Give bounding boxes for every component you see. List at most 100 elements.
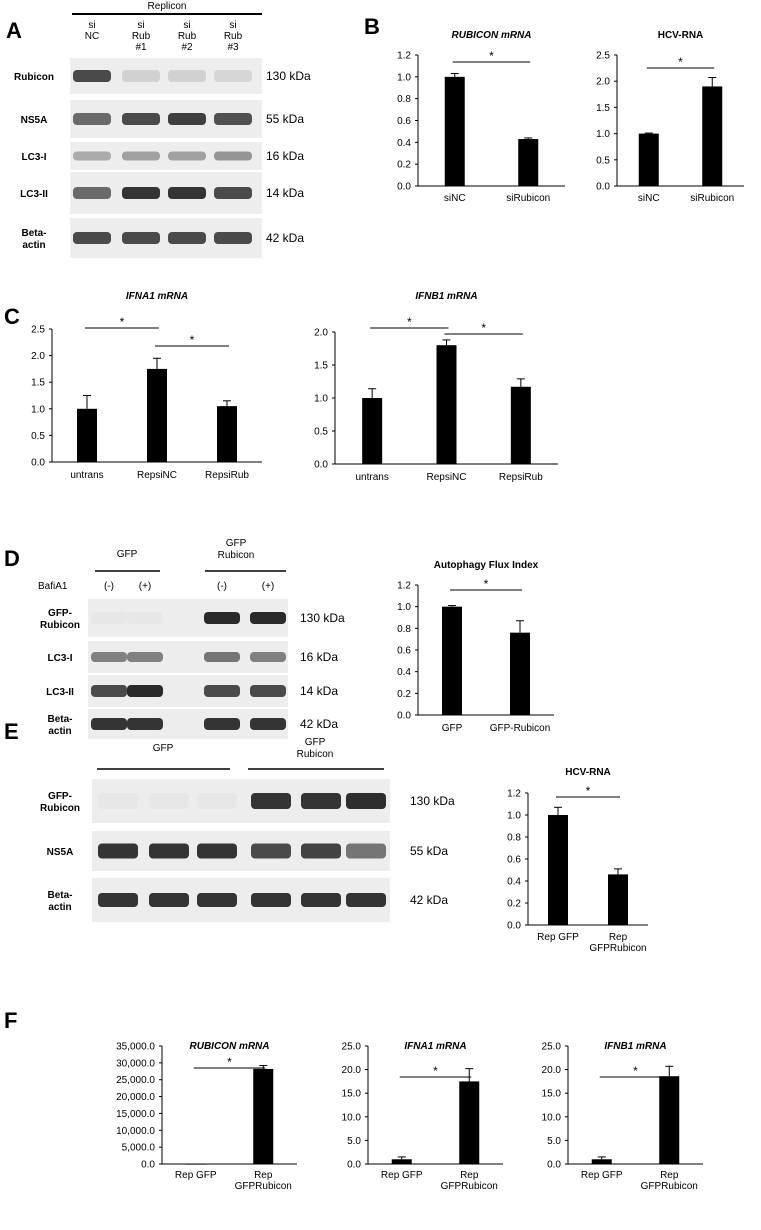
- panel-a-row-label-2: LC3-I: [22, 152, 47, 163]
- panel-e-band-1-2: [197, 843, 237, 859]
- panel-d-kda-0: 130 kDa: [300, 611, 345, 625]
- panel-e-kda-0: 130 kDa: [410, 794, 455, 808]
- chart-f1-title: RUBICON mRNA: [190, 1041, 270, 1052]
- panel-d-kda-3: 42 kDa: [300, 717, 338, 731]
- chart-c2-category-0: untrans: [355, 472, 388, 483]
- chart-b1-title: RUBICON mRNA: [452, 30, 532, 41]
- chart-b2-tick-label-5: 2.5: [596, 51, 610, 62]
- chart-e1-tick-label-5: 1.0: [507, 811, 521, 822]
- chart-c1-bar-0: [77, 408, 97, 462]
- panel-d-band-0-2: [204, 612, 240, 624]
- chart-f3-bar-1: [659, 1076, 680, 1164]
- chart-d1-tick-label-2: 0.4: [397, 667, 411, 678]
- chart-f2-tick-label-3: 15.0: [342, 1089, 362, 1100]
- chart-b1-tick-label-4: 0.8: [397, 94, 411, 105]
- chart-d1: Autophagy Flux Index 0.0 0.2 0.4 0.6 0.8 1.0 1.…: [397, 560, 554, 734]
- panel-e-group-gfp-rubicon: GFP Rubicon: [297, 737, 334, 760]
- chart-b1-tick-label-0: 0.0: [397, 182, 411, 193]
- chart-f3-category-0: Rep GFP: [581, 1170, 623, 1181]
- chart-c2-tick-label-0: 0.0: [314, 460, 328, 471]
- chart-f1-tick-label-0: 0.0: [141, 1160, 155, 1171]
- chart-f2-tick-label-2: 10.0: [342, 1112, 362, 1123]
- panel-a-kda-4: 42 kDa: [266, 231, 304, 245]
- chart-b1-bar-1: [518, 139, 539, 186]
- panel-e-group-gfp: GFP: [153, 743, 174, 754]
- chart-b2-category-0: siNC: [638, 193, 660, 204]
- chart-e1-tick-label-6: 1.2: [507, 789, 521, 800]
- panel-d-band-3-0: [91, 718, 127, 730]
- chart-c1-category-1: RepsiNC: [137, 470, 177, 481]
- chart-e1-tick-label-1: 0.2: [507, 899, 521, 910]
- chart-d1-tick-label-0: 0.0: [397, 711, 411, 722]
- chart-b1-category-1: siRubicon: [506, 193, 550, 204]
- chart-b1-tick-label-1: 0.2: [397, 160, 411, 171]
- chart-d1-tick-label-3: 0.6: [397, 646, 411, 657]
- panel-e-band-2-2: [197, 893, 237, 907]
- panel-d-kda-2: 14 kDa: [300, 684, 338, 698]
- chart-c2-title: IFNB1 mRNA: [415, 291, 477, 302]
- panel-a-kda-0: 130 kDa: [266, 69, 311, 83]
- chart-f3-sig-star-0: *: [633, 1064, 638, 1078]
- panel-d-band-0-1: [127, 612, 163, 624]
- chart-d1-category-1: GFP-Rubicon: [490, 723, 551, 734]
- panel-e-band-0-0: [98, 793, 138, 809]
- chart-f3-tick-label-1: 5.0: [547, 1136, 561, 1147]
- panel-a-band-1-1: [122, 113, 160, 125]
- panel-a-band-3-3: [214, 187, 252, 199]
- chart-c2: IFNB1 mRNA 0.0 0.5 1.0 1.5 2.0 untrans RepsiNC R…: [314, 291, 558, 483]
- chart-c2-bar-0: [362, 398, 383, 464]
- chart-d1-tick-label-1: 0.2: [397, 689, 411, 700]
- chart-f2-tick-label-1: 5.0: [347, 1136, 361, 1147]
- chart-f2-bar-0: [391, 1159, 412, 1164]
- panel-d-treatment-3: (+): [262, 581, 275, 592]
- chart-c1-sig-star-0: *: [120, 315, 125, 329]
- panel-a-lane-label-3: si Rub #3: [224, 20, 243, 53]
- panel-e-band-1-3: [251, 843, 291, 859]
- chart-f1: RUBICON mRNA 0.0 5,000.0 10,000.0 15,000.0 20…: [116, 1041, 297, 1192]
- panel-e-kda-2: 42 kDa: [410, 893, 448, 907]
- panel-e-band-1-1: [149, 843, 189, 859]
- panel-d-band-1-1: [127, 652, 163, 662]
- chart-c1: IFNA1 mRNA 0.0 0.5 1.0 1.5 2.0 2.5 untrans Repsi…: [31, 291, 262, 481]
- chart-c1-sig-star-1: *: [190, 333, 195, 347]
- chart-e1-tick-label-4: 0.8: [507, 833, 521, 844]
- panel-d-band-2-1: [127, 685, 163, 697]
- panel-d-row-label-3: Beta-actin: [47, 714, 72, 737]
- panel-a-band-2-2: [168, 151, 206, 161]
- panel-e-band-2-4: [301, 893, 341, 907]
- chart-f1-tick-label-1: 5,000.0: [122, 1143, 156, 1154]
- panel-a-band-3-1: [122, 187, 160, 199]
- panel-e-row-label-1: NS5A: [47, 847, 74, 858]
- panel-a-band-2-1: [122, 151, 160, 161]
- chart-b1-bar-0: [444, 76, 465, 186]
- chart-e1-tick-label-0: 0.0: [507, 921, 521, 932]
- panel-a-band-0-0: [73, 70, 111, 82]
- chart-d1-category-0: GFP: [442, 723, 463, 734]
- panel-d-band-3-3: [250, 718, 286, 730]
- chart-b1-category-0: siNC: [444, 193, 466, 204]
- chart-f1-tick-label-6: 30,000.0: [116, 1058, 155, 1069]
- chart-e1-sig-star-0: *: [586, 784, 591, 798]
- chart-c1-bar-2: [217, 406, 237, 462]
- chart-e1-category-0: Rep GFP: [537, 932, 579, 943]
- panel-a-band-2-0: [73, 151, 111, 161]
- panel-d-band-3-1: [127, 718, 163, 730]
- panel-e-band-2-3: [251, 893, 291, 907]
- chart-b1-tick-label-5: 1.0: [397, 72, 411, 83]
- chart-b2-tick-label-4: 2.0: [596, 77, 610, 88]
- panel-letter-c: C: [4, 304, 20, 329]
- panel-e-band-0-1: [149, 793, 189, 809]
- chart-f3-bar-0: [591, 1159, 612, 1164]
- chart-b2-tick-label-2: 1.0: [596, 129, 610, 140]
- panel-a-band-0-2: [168, 70, 206, 82]
- chart-f1-bar-1: [253, 1068, 274, 1164]
- chart-e1-title: HCV-RNA: [565, 767, 611, 778]
- panel-e-band-2-5: [346, 893, 386, 907]
- panel-e-band-1-4: [301, 843, 341, 859]
- panel-a-row-label-1: NS5A: [21, 115, 48, 126]
- chart-d1-title: Autophagy Flux Index: [434, 560, 539, 571]
- chart-c2-sig-star-0: *: [407, 315, 412, 329]
- panel-a-band-1-0: [73, 113, 111, 125]
- panel-e-row-label-2: Beta-actin: [47, 890, 72, 913]
